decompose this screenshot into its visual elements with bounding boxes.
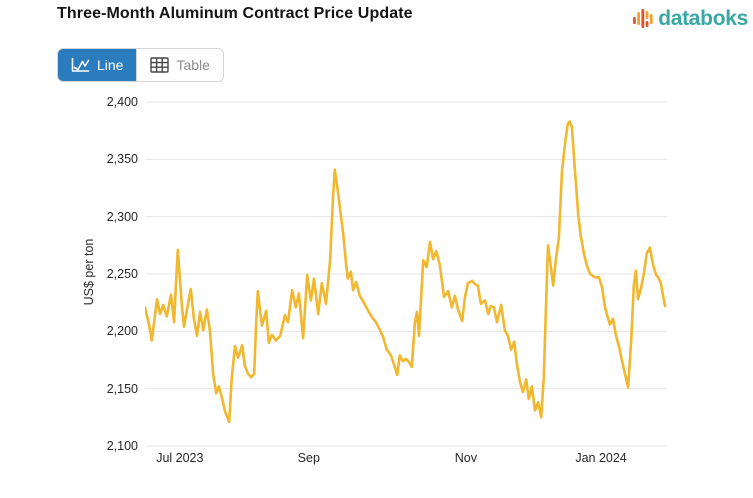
y-tick-label: 2,200 [106,324,138,339]
y-tick-label: 2,150 [106,381,138,396]
y-tick-label: 2,350 [106,152,138,167]
x-axis-labels: Jul 2023 Sep Nov Jan 2024 [145,451,667,467]
chart-plot-area[interactable] [145,95,667,457]
y-tick-label: 2,400 [106,95,138,109]
x-tick-label: Sep [297,451,320,465]
y-tick-label: 2,100 [106,439,138,453]
x-tick-label: Nov [454,451,477,465]
databoks-bars-icon [633,9,653,28]
line-view-button[interactable]: Line [58,49,137,81]
y-tick-label: 2,300 [106,209,138,224]
page-title: Three-Month Aluminum Contract Price Upda… [57,5,413,22]
databoks-wordmark: databoks [658,7,748,30]
view-toggle: Line Table [57,48,224,82]
price-series-line [145,120,667,424]
line-view-label: Line [97,57,124,73]
table-icon [150,57,170,73]
y-tick-label: 2,250 [106,267,138,281]
line-chart-icon [71,57,90,72]
x-tick-label: Jan 2024 [575,451,627,465]
databoks-logo[interactable]: databoks [633,7,748,31]
x-tick-label: Jul 2023 [156,451,204,465]
table-view-label: Table [176,57,210,73]
table-view-button[interactable]: Table [136,49,223,81]
y-axis-labels: 2,100 2,150 2,200 2,250 2,300 2,350 2,400 [0,95,138,457]
